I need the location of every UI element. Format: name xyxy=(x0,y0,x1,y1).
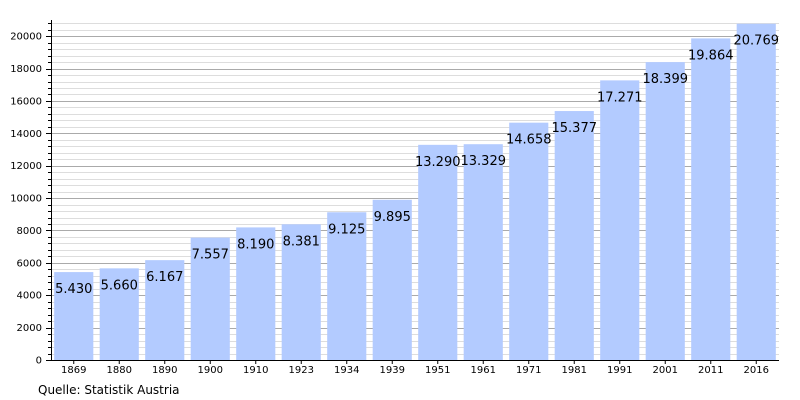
bar xyxy=(236,227,276,360)
bar-value-label: 20.769 xyxy=(734,34,780,49)
x-tick-label: 1923 xyxy=(289,365,314,376)
x-tick-label: 1981 xyxy=(562,365,587,376)
x-tick-label: 2016 xyxy=(744,365,769,376)
bar-value-label: 15.377 xyxy=(552,121,598,136)
bar xyxy=(99,268,139,360)
y-tick-label: 16000 xyxy=(10,96,42,107)
bar xyxy=(691,38,731,360)
y-tick-label: 12000 xyxy=(10,161,42,172)
bar xyxy=(190,237,230,360)
bar xyxy=(418,144,458,360)
y-tick-label: 2000 xyxy=(17,323,42,334)
y-tick-label: 10000 xyxy=(10,194,42,205)
y-tick-label: 20000 xyxy=(10,32,42,43)
x-tick-label: 1971 xyxy=(516,365,541,376)
x-tick-label: 1991 xyxy=(607,365,632,376)
bar-value-label: 14.658 xyxy=(506,133,552,148)
x-tick-label: 1934 xyxy=(334,365,359,376)
y-tick-label: 4000 xyxy=(17,291,42,302)
x-tick-label: 1961 xyxy=(471,365,496,376)
bar-value-label: 8.381 xyxy=(283,234,320,249)
bar-value-label: 17.271 xyxy=(597,90,643,105)
bar-value-label: 9.895 xyxy=(374,210,411,225)
y-tick-label: 8000 xyxy=(17,226,42,237)
bar xyxy=(54,272,94,360)
bar xyxy=(281,224,321,360)
x-tick-label: 1910 xyxy=(243,365,268,376)
bar-value-label: 9.125 xyxy=(328,222,365,237)
bar xyxy=(145,260,185,360)
x-tick-label: 1951 xyxy=(425,365,450,376)
y-tick-label: 0 xyxy=(36,356,42,367)
bar-value-label: 8.190 xyxy=(237,237,274,252)
bar-value-label: 13.290 xyxy=(415,155,461,170)
bar xyxy=(463,144,503,360)
bar-value-label: 5.430 xyxy=(55,282,92,297)
x-tick-label: 1880 xyxy=(107,365,132,376)
source-note: Quelle: Statistik Austria xyxy=(38,383,180,397)
bar-value-label: 18.399 xyxy=(643,72,689,87)
y-tick-label: 14000 xyxy=(10,129,42,140)
y-tick-label: 18000 xyxy=(10,64,42,75)
x-tick-label: 1890 xyxy=(152,365,177,376)
bar-value-label: 19.864 xyxy=(688,48,734,63)
bar xyxy=(509,122,549,361)
bar-value-label: 5.660 xyxy=(101,278,138,293)
x-tick-label: 2001 xyxy=(653,365,678,376)
bar xyxy=(736,23,776,361)
x-tick-label: 1869 xyxy=(61,365,86,376)
x-tick-label: 1939 xyxy=(380,365,405,376)
bar-value-label: 6.167 xyxy=(146,270,183,285)
bar xyxy=(600,80,640,361)
bar-value-label: 7.557 xyxy=(192,248,229,263)
bar xyxy=(645,62,685,361)
x-tick-label: 1900 xyxy=(198,365,223,376)
bar xyxy=(372,199,412,360)
bar xyxy=(554,111,594,360)
y-tick-label: 6000 xyxy=(17,258,42,269)
x-tick-label: 2011 xyxy=(698,365,723,376)
bar xyxy=(327,212,367,360)
bar-value-label: 13.329 xyxy=(461,154,507,169)
